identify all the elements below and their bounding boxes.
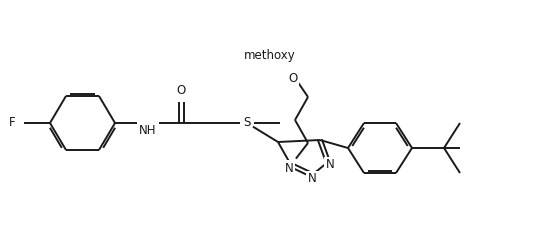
Text: NH: NH [139,123,157,137]
Text: S: S [243,117,251,129]
Text: O: O [288,72,298,84]
Text: methoxy: methoxy [244,48,296,62]
Text: N: N [326,158,334,171]
Text: O: O [176,83,186,96]
Text: N: N [284,162,293,174]
Text: F: F [9,117,15,129]
Text: N: N [307,172,316,185]
